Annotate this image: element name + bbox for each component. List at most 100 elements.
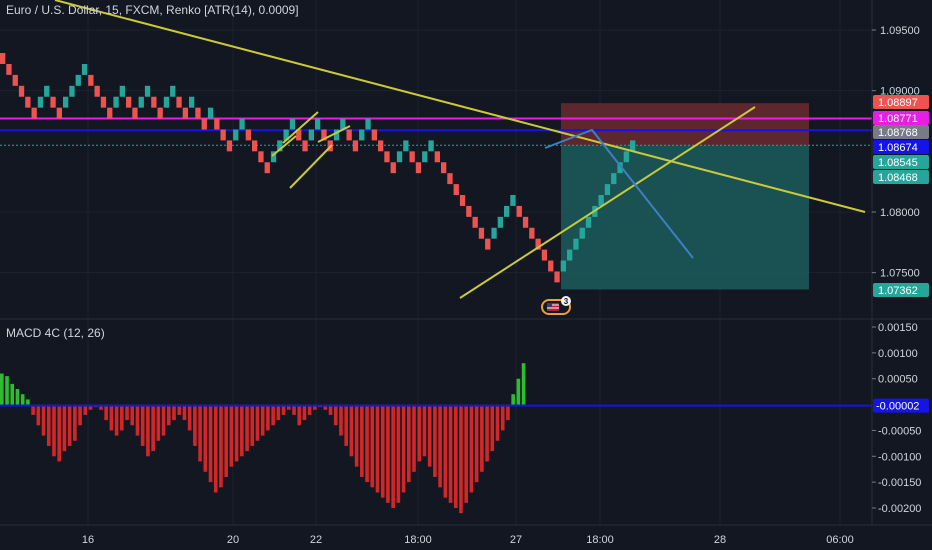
- down-brick: [176, 96, 182, 108]
- price-label-tag: 1.08768: [873, 125, 929, 139]
- macd-bar: [156, 404, 161, 441]
- macd-bar: [245, 404, 249, 452]
- event-flag-icon[interactable]: 3: [541, 295, 571, 315]
- macd-bar: [161, 404, 166, 436]
- down-brick: [126, 96, 132, 108]
- macd-bar: [172, 404, 176, 421]
- price-label-text: 1.07362: [878, 285, 918, 297]
- projection-path[interactable]: [544, 128, 694, 259]
- macd-bar: [182, 404, 187, 421]
- down-brick: [415, 162, 422, 174]
- up-brick: [144, 85, 151, 97]
- down-brick: [296, 129, 302, 141]
- macd-bar: [166, 404, 171, 426]
- macd-bar: [511, 394, 515, 405]
- macd-bar: [464, 404, 469, 503]
- macd-bar: [307, 404, 312, 415]
- ascending-trendline[interactable]: [459, 106, 756, 299]
- time-axis[interactable]: 16 20 22 18:00 27 18:00 28 06:00: [82, 534, 854, 546]
- up-brick: [138, 96, 144, 108]
- macd-bar: [448, 404, 453, 503]
- macd-bar: [297, 404, 302, 426]
- up-brick: [119, 85, 125, 97]
- price-label-text: 1.08771: [878, 113, 918, 125]
- macd-bar: [271, 404, 275, 426]
- price-label-tag: 1.08545: [873, 155, 929, 169]
- macd-bar: [10, 383, 15, 405]
- macd-bar: [333, 404, 338, 426]
- take-profit-zone[interactable]: [561, 145, 809, 290]
- up-brick: [611, 173, 617, 185]
- down-brick: [441, 162, 447, 174]
- down-brick: [264, 162, 270, 174]
- macd-bar: [193, 404, 197, 446]
- macd-bar: [401, 404, 406, 493]
- up-brick: [81, 63, 88, 75]
- descending-trendline[interactable]: [54, 0, 866, 213]
- down-brick: [447, 173, 453, 185]
- macd-bar: [31, 404, 35, 415]
- macd-bar: [365, 404, 369, 483]
- down-brick: [554, 271, 560, 283]
- renko-bricks: [0, 53, 636, 283]
- macd-bar: [260, 404, 265, 436]
- down-brick: [6, 63, 12, 75]
- short-trendline-2[interactable]: [282, 111, 319, 144]
- up-brick: [75, 74, 81, 86]
- macd-bar: [521, 363, 526, 405]
- macd-bar: [485, 404, 489, 462]
- horizontal-lines[interactable]: [0, 117, 872, 146]
- macd-bar: [391, 404, 395, 508]
- price-axis[interactable]: 1.09500 1.09000 1.08000 1.07500: [872, 25, 920, 280]
- short-trendline-3[interactable]: [289, 144, 333, 189]
- down-brick: [390, 162, 396, 174]
- down-brick: [459, 195, 466, 206]
- up-brick: [283, 129, 289, 141]
- down-brick: [541, 249, 548, 261]
- up-brick: [63, 96, 69, 108]
- macd-bar: [73, 404, 77, 441]
- up-brick: [308, 129, 314, 141]
- up-brick: [491, 227, 497, 239]
- down-brick: [214, 118, 220, 130]
- up-brick: [497, 216, 503, 228]
- up-brick: [396, 151, 403, 163]
- up-brick: [403, 140, 409, 152]
- down-brick: [522, 216, 529, 228]
- down-brick: [409, 151, 415, 163]
- down-brick: [88, 74, 94, 86]
- macd-tick-label: 0.00100: [878, 348, 918, 360]
- price-tick-label: 1.07500: [880, 268, 920, 280]
- macd-bar: [344, 404, 348, 446]
- macd-bar: [302, 404, 307, 421]
- macd-bar: [187, 404, 192, 431]
- macd-bar: [427, 404, 432, 467]
- down-brick: [25, 96, 31, 108]
- price-tick-label: 1.09500: [880, 25, 920, 37]
- down-brick: [472, 216, 478, 228]
- macd-axis[interactable]: 0.00150 0.00100 0.00050 -0.00050 -0.00100 -0.…: [872, 322, 921, 515]
- price-tick-label: 1.08000: [880, 207, 920, 219]
- macd-bar: [396, 404, 401, 503]
- down-brick: [94, 85, 100, 97]
- down-brick: [321, 129, 327, 141]
- short-trendline-4[interactable]: [317, 125, 351, 143]
- drawings[interactable]: [54, 0, 866, 299]
- down-brick: [157, 107, 163, 119]
- price-label-text: 1.08674: [878, 142, 918, 154]
- down-brick: [56, 107, 62, 119]
- short-trendline-1[interactable]: [271, 135, 297, 157]
- stop-loss-zone[interactable]: [561, 103, 809, 146]
- up-brick: [277, 140, 283, 152]
- up-brick: [113, 96, 119, 108]
- macd-bar: [500, 404, 505, 431]
- macd-bar: [213, 404, 218, 493]
- up-brick: [365, 118, 371, 130]
- macd-bar: [323, 404, 328, 410]
- macd-bar: [438, 404, 442, 488]
- up-brick: [189, 96, 195, 108]
- down-brick: [182, 107, 188, 119]
- macd-bar: [412, 404, 416, 472]
- price-label-text: 1.08545: [878, 157, 918, 169]
